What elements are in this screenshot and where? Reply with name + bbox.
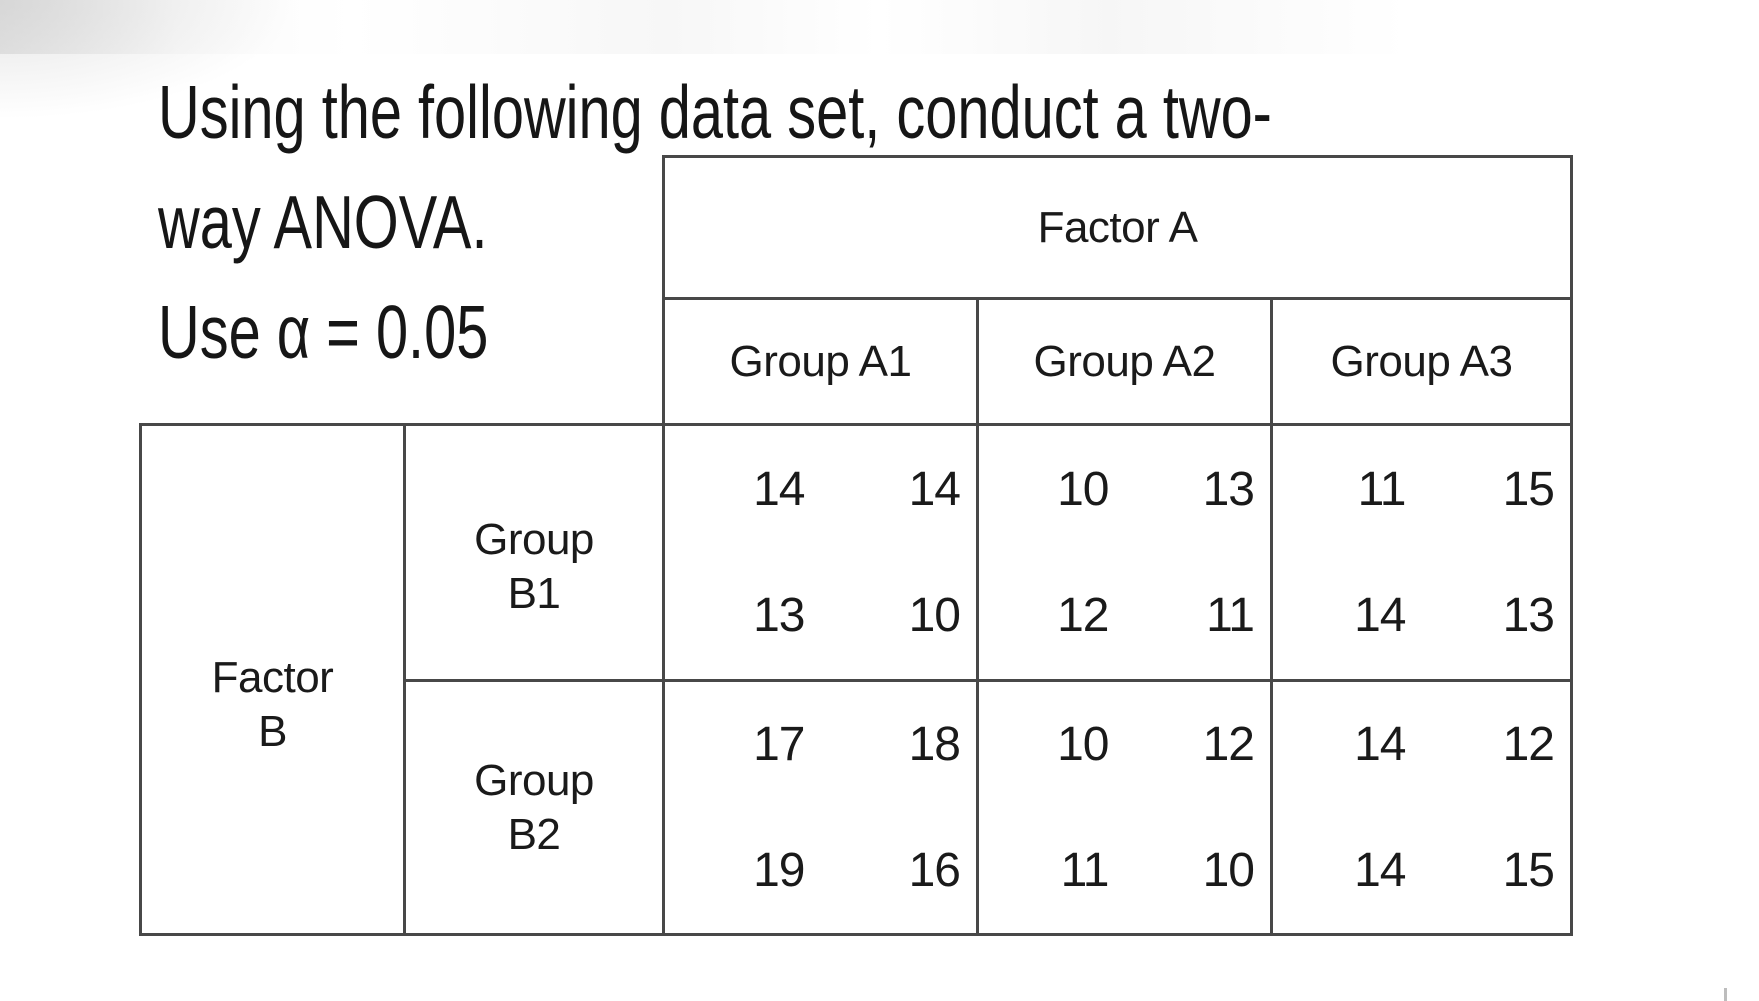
data-value: 13 (1202, 462, 1255, 516)
column-header-group-a3: Group A3 (1330, 336, 1513, 386)
top-shading (0, 0, 1759, 54)
data-cell-b2-a2: 10 12 11 10 (979, 682, 1270, 933)
edge-artifact-mark (1724, 988, 1727, 1001)
data-value: 14 (1354, 589, 1406, 643)
data-value: 16 (908, 843, 961, 897)
data-cell-b2-a1: 17 18 19 16 (665, 682, 976, 933)
data-value: 12 (1502, 718, 1555, 772)
border-factora-groups-divider (662, 297, 1573, 300)
data-cell-b1-a3: 11 15 14 13 (1273, 426, 1570, 679)
factor-b-line-1: Factor (211, 652, 334, 702)
group-b2-line-2: B2 (507, 809, 561, 859)
data-value: 18 (908, 718, 961, 772)
group-b2-line-1: Group (474, 755, 594, 805)
column-header-group-a1: Group A1 (729, 336, 912, 386)
data-value: 13 (753, 589, 805, 643)
border-right-outer (1570, 155, 1573, 936)
group-b1-line-1: Group (474, 514, 594, 564)
border-b1-b2-divider (403, 679, 1573, 682)
data-value: 10 (908, 589, 961, 643)
row-header-group-b1: Group B1 (406, 426, 662, 679)
data-value: 14 (908, 462, 961, 516)
row-header-group-b2: Group B2 (406, 682, 662, 933)
factor-b-header: Factor B (142, 426, 403, 933)
group-b1-line-2: B1 (507, 568, 561, 618)
data-value: 11 (1060, 843, 1110, 897)
data-value: 17 (753, 718, 805, 772)
data-value: 11 (1206, 589, 1255, 643)
border-bottom-outer (139, 933, 1573, 936)
data-value: 14 (753, 462, 805, 516)
column-header-group-a2: Group A2 (1033, 336, 1216, 386)
data-cell-b1-a1: 14 14 13 10 (665, 426, 976, 679)
factor-a-header: Factor A (1037, 202, 1198, 252)
data-value: 11 (1357, 462, 1407, 516)
title-line-2: way ANOVA. (158, 180, 488, 264)
border-data-left (662, 155, 665, 936)
border-left-outer (139, 423, 142, 936)
data-value: 15 (1502, 462, 1555, 516)
border-top-outer (662, 155, 1573, 158)
data-value: 13 (1502, 589, 1555, 643)
data-value: 12 (1057, 589, 1109, 643)
problem-statement: Using the following data set, conduct a … (158, 57, 1272, 387)
data-cell-b2-a3: 14 12 14 15 (1273, 682, 1570, 933)
data-value: 10 (1057, 718, 1109, 772)
data-value: 10 (1057, 462, 1109, 516)
data-value: 14 (1354, 718, 1406, 772)
data-value: 19 (753, 843, 805, 897)
data-value: 14 (1354, 843, 1406, 897)
factor-b-line-2: B (258, 706, 287, 756)
border-header-data-divider (139, 423, 1573, 426)
data-value: 12 (1202, 718, 1255, 772)
title-line-3-alpha: Use α = 0.05 (158, 290, 489, 374)
data-cell-b1-a2: 10 13 12 11 (979, 426, 1270, 679)
border-a1-a2-divider (976, 297, 979, 936)
data-value: 10 (1202, 843, 1255, 897)
title-line-1: Using the following data set, conduct a … (158, 70, 1272, 154)
data-value: 15 (1502, 843, 1555, 897)
border-a2-a3-divider (1270, 297, 1273, 936)
